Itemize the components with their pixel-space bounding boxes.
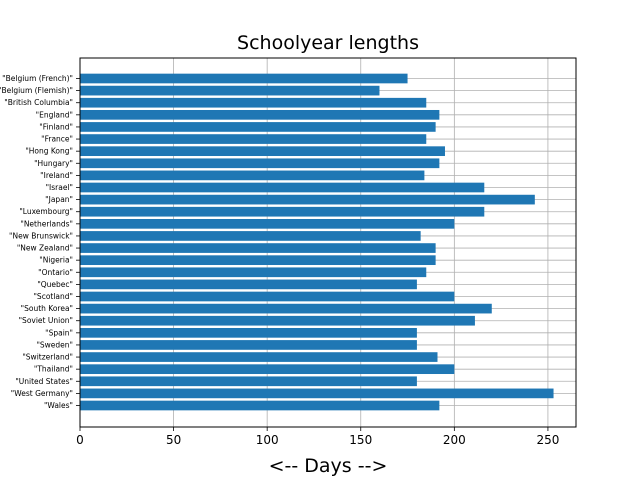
y-tick-label: "Hong Kong" [25, 147, 73, 156]
y-tick-label: "Luxembourg" [19, 207, 73, 216]
chart-title: Schoolyear lengths [237, 32, 419, 54]
bar [80, 231, 421, 241]
x-tick-label: 200 [443, 433, 466, 447]
y-tick-label: "France" [41, 135, 73, 144]
bar [80, 352, 438, 362]
y-tick-label: "Nigeria" [39, 256, 73, 265]
y-tick-label: "New Zealand" [17, 244, 73, 253]
bar [80, 206, 485, 217]
y-tick-label: "West Germany" [11, 389, 73, 398]
y-tick-label: "Ontario" [38, 268, 73, 277]
bar [80, 134, 427, 144]
bar [80, 170, 425, 181]
y-tick-label: "Quebec" [37, 280, 73, 289]
y-tick-label: "Netherlands" [20, 219, 73, 228]
bar [80, 315, 475, 326]
bar [80, 218, 455, 229]
y-tick-label: "Israel" [46, 183, 73, 192]
y-tick-label: "Ireland" [40, 171, 73, 180]
x-axis-ticks: 0 50 100 150 200 250 [76, 427, 559, 447]
bar [80, 194, 535, 205]
y-tick-label: "Belgium (French)" [2, 74, 73, 83]
x-axis-label: <-- Days --> [269, 455, 388, 477]
y-tick-label: "Sweden" [36, 340, 73, 349]
y-tick-label: "Thailand" [34, 365, 73, 374]
y-tick-label: "Switzerland" [22, 353, 73, 362]
y-tick-label: "Soviet Union" [19, 316, 73, 325]
x-tick-label: 0 [76, 433, 84, 447]
bar [80, 85, 380, 96]
y-tick-label: "England" [36, 110, 73, 119]
bar [80, 146, 445, 157]
y-tick-label: "Finland" [39, 122, 73, 131]
y-tick-label: "South Korea" [21, 304, 73, 313]
y-tick-label: "Wales" [44, 401, 73, 410]
bar [80, 267, 427, 278]
plot-area-frame [79, 57, 577, 428]
bar [80, 243, 436, 253]
x-tick-label: 150 [349, 433, 372, 447]
y-tick-label: "New Brunswick" [9, 231, 73, 240]
bar [80, 327, 417, 338]
bar [80, 255, 436, 266]
y-tick-label: "Spain" [45, 328, 73, 337]
y-tick-label: "Belgium (Flemish)" [0, 86, 73, 95]
bar [80, 303, 492, 314]
y-tick-label: "British Columbia" [4, 98, 73, 107]
bar [80, 158, 440, 169]
bar [80, 364, 455, 375]
y-tick-label: "Hungary" [34, 159, 73, 168]
bar [80, 340, 417, 350]
bar [80, 73, 408, 84]
x-tick-label: 50 [166, 433, 181, 447]
bar [80, 122, 436, 132]
y-tick-label: "Japan" [45, 195, 73, 204]
y-tick-label: "Scotland" [33, 292, 73, 301]
bar [80, 291, 455, 302]
x-tick-label: 250 [536, 433, 559, 447]
bar [80, 97, 427, 108]
y-tick-label: "United States" [15, 377, 73, 386]
bar [80, 376, 417, 387]
bar [80, 109, 440, 120]
x-tick-label: 100 [256, 433, 279, 447]
bars [80, 73, 554, 411]
bar [80, 388, 554, 399]
bar [80, 400, 440, 411]
bar [80, 279, 417, 290]
bar [80, 182, 485, 193]
y-axis-ticks: "Belgium (French)" "Belgium (Flemish)" "Br… [0, 74, 80, 410]
